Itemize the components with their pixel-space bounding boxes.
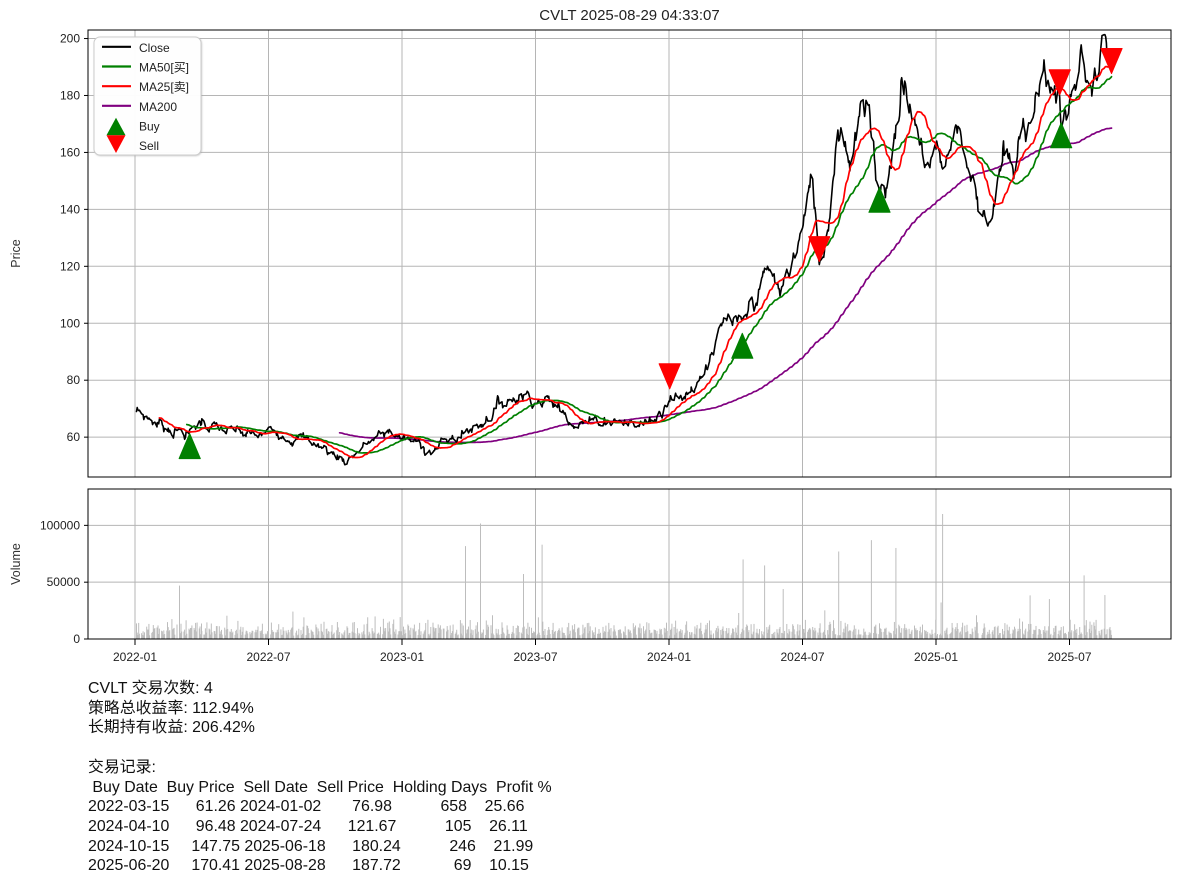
- svg-text:140: 140: [60, 202, 80, 216]
- svg-text:50000: 50000: [47, 575, 81, 589]
- svg-text:Sell: Sell: [139, 139, 159, 153]
- svg-text:60: 60: [67, 430, 81, 444]
- svg-text:2024-07: 2024-07: [780, 650, 824, 664]
- svg-text:2024-01: 2024-01: [647, 650, 691, 664]
- svg-text:200: 200: [60, 32, 80, 46]
- svg-text:Buy: Buy: [139, 120, 160, 134]
- svg-text:Price: Price: [9, 239, 23, 268]
- svg-text:MA50[买]: MA50[买]: [139, 61, 189, 75]
- svg-text:160: 160: [60, 145, 80, 159]
- svg-text:2025-01: 2025-01: [914, 650, 958, 664]
- svg-text:2025-07: 2025-07: [1047, 650, 1091, 664]
- svg-text:2022-07: 2022-07: [246, 650, 290, 664]
- svg-text:0: 0: [73, 632, 80, 646]
- svg-text:Volume: Volume: [9, 543, 23, 585]
- svg-text:MA25[卖]: MA25[卖]: [139, 80, 189, 94]
- svg-text:Close: Close: [139, 41, 170, 55]
- svg-text:180: 180: [60, 88, 80, 102]
- svg-text:80: 80: [67, 373, 81, 387]
- svg-text:100000: 100000: [40, 518, 80, 532]
- svg-text:100: 100: [60, 316, 80, 330]
- svg-text:120: 120: [60, 259, 80, 273]
- svg-text:MA200: MA200: [139, 100, 177, 114]
- svg-text:2023-01: 2023-01: [380, 650, 424, 664]
- svg-text:2023-07: 2023-07: [513, 650, 557, 664]
- svg-text:2022-01: 2022-01: [113, 650, 157, 664]
